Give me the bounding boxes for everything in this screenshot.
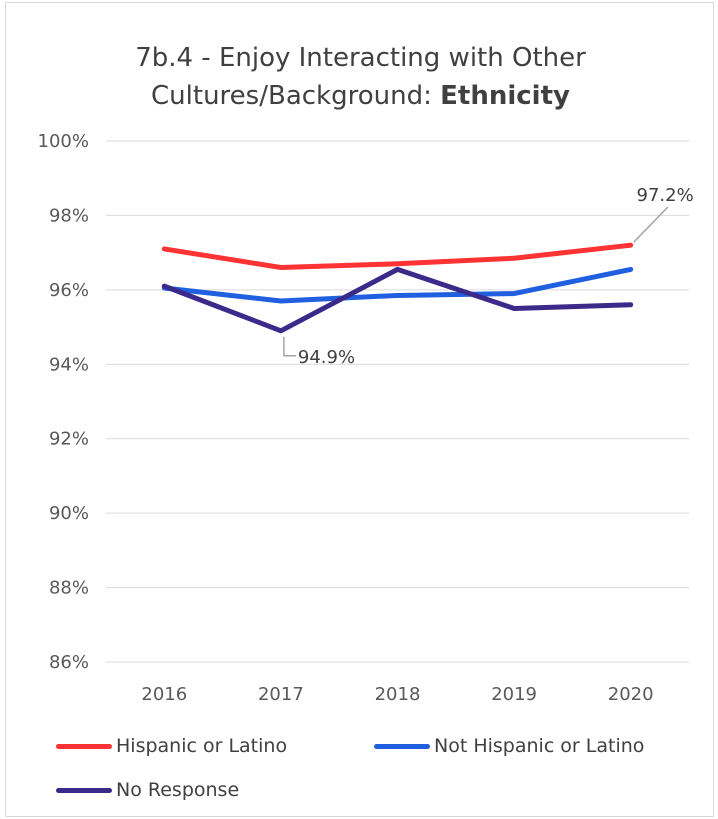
legend-swatch-no-response [56, 787, 112, 793]
x-tick-label: 2020 [608, 684, 654, 705]
series-line-not-hispanic [161, 266, 634, 304]
y-tick-label: 94% [49, 354, 89, 375]
y-tick-label: 100% [38, 131, 89, 152]
data-annotations: 97.2% 94.9% [283, 185, 694, 368]
x-tick-label: 2016 [141, 684, 187, 705]
x-axis-ticks: 2016 2017 2018 2019 2020 [141, 684, 653, 705]
annotation-label-2020: 97.2% [637, 185, 694, 206]
annotation-leader-line [283, 336, 296, 357]
annotation-leader-line [633, 206, 669, 243]
legend-item-no-response[interactable]: No Response [56, 779, 239, 801]
y-tick-label: 86% [49, 652, 89, 673]
y-tick-label: 88% [49, 578, 89, 599]
chart-title-main: 7b.4 - Enjoy Interacting with Other Cult… [135, 43, 586, 111]
legend-item-not-hispanic[interactable]: Not Hispanic or Latino [374, 735, 644, 757]
annotation-label-2017: 94.9% [298, 347, 355, 368]
series-line-no-response [161, 266, 634, 334]
gridlines [106, 140, 689, 663]
x-tick-label: 2019 [491, 684, 537, 705]
series-lines [161, 242, 634, 334]
chart-title-bold: Ethnicity [440, 81, 570, 111]
chart-frame: 7b.4 - Enjoy Interacting with Other Cult… [5, 2, 714, 817]
y-tick-label: 92% [49, 429, 89, 450]
legend-item-hispanic[interactable]: Hispanic or Latino [56, 735, 287, 757]
legend-label-no-response: No Response [116, 779, 240, 801]
y-tick-label: 90% [49, 503, 89, 524]
line-chart-plot: 86%88%90%92%94%96%98%100% 2016 2017 2018 20… [38, 131, 694, 705]
legend-swatch-hispanic [56, 743, 112, 749]
chart-title: 7b.4 - Enjoy Interacting with Other Cult… [6, 39, 715, 115]
legend-label-not-hispanic: Not Hispanic or Latino [434, 735, 645, 757]
x-tick-label: 2018 [375, 684, 421, 705]
x-tick-label: 2017 [258, 684, 304, 705]
y-axis-ticks: 86% 88% 90% 92% 94% 96% 98% 100% [38, 131, 89, 673]
y-tick-label: 98% [49, 205, 89, 226]
y-tick-label: 96% [49, 280, 89, 301]
legend-swatch-not-hispanic [374, 743, 430, 749]
legend-label-hispanic: Hispanic or Latino [116, 735, 288, 757]
series-line-hispanic [161, 242, 634, 271]
